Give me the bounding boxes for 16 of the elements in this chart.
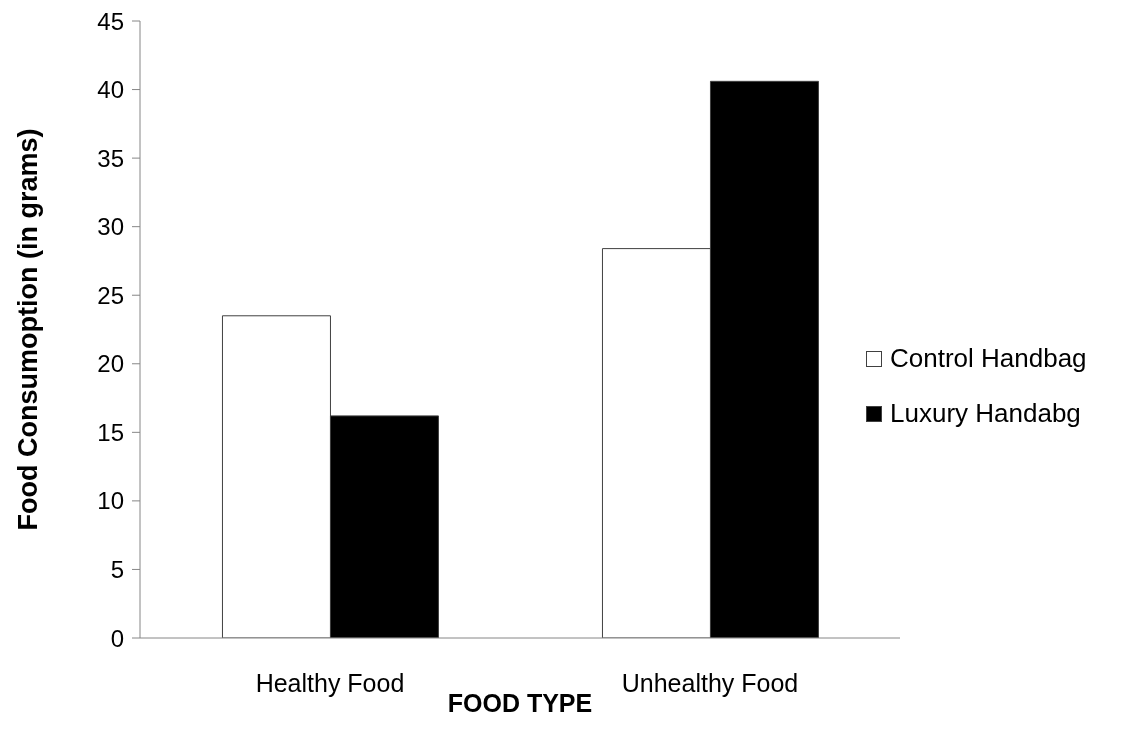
legend-label: Luxury Handabg	[890, 398, 1081, 429]
y-tick-label: 0	[110, 624, 124, 652]
y-tick-label: 15	[97, 418, 124, 446]
x-tick-label: Unhealthy Food	[621, 668, 799, 697]
y-tick-label: 35	[97, 144, 124, 172]
y-tick-label: 30	[97, 213, 124, 241]
legend-label: Control Handbag	[890, 343, 1087, 374]
y-tick-label: 5	[110, 555, 124, 583]
y-tick-label: 10	[97, 487, 124, 515]
x-tick-label: Healthy Food	[255, 668, 405, 697]
x-axis-title: FOOD TYPE	[447, 689, 593, 717]
y-axis-title: Food Consumoption (in grams)	[13, 128, 43, 531]
y-tick-label: 45	[97, 7, 124, 35]
y-tick-label: 40	[97, 76, 124, 104]
y-tick-label: 20	[97, 350, 124, 378]
y-tick-label: 25	[97, 281, 124, 309]
